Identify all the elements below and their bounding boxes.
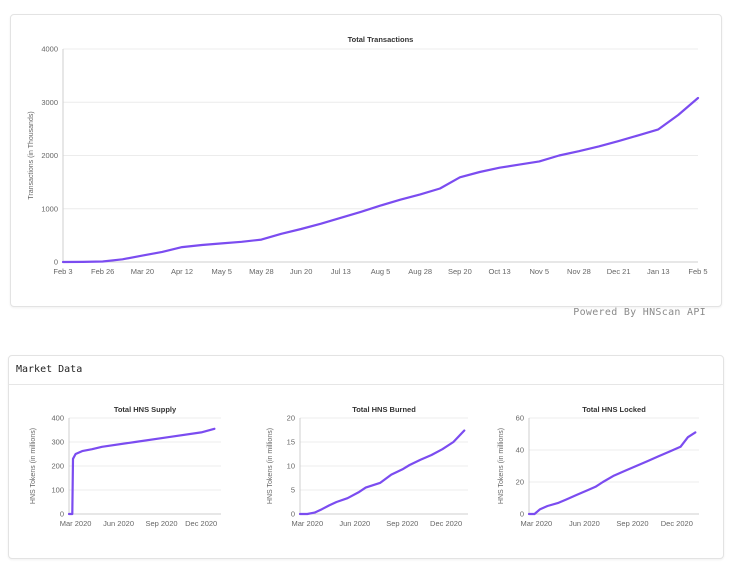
x-tick-label: Oct 13 [489, 267, 511, 276]
y-tick-label: 0 [520, 510, 524, 519]
total-hns-supply-chart: Total HNS Supply 0 100 200 300 400 HNS Tokens … [30, 405, 221, 528]
y-tick-label: 10 [287, 462, 295, 471]
y-tick-label: 3000 [41, 98, 58, 107]
chart-title: Total HNS Locked [582, 405, 646, 414]
x-tick-label: May 28 [249, 267, 274, 276]
y-tick-label: 40 [516, 446, 524, 455]
x-tick-label: Mar 2020 [521, 519, 553, 528]
total-transactions-chart: Total Transactions 0 1000 2000 3000 4000 Trans… [28, 35, 708, 276]
y-tick-label: 0 [291, 510, 295, 519]
x-tick-label: Feb 26 [91, 267, 114, 276]
chart-title: Total HNS Supply [114, 405, 177, 414]
y-tick-label: 1000 [41, 204, 58, 213]
y-tick-label: 2000 [41, 151, 58, 160]
y-tick-label: 200 [51, 462, 64, 471]
total-hns-locked-chart: Total HNS Locked 0 20 40 60 HNS Tokens (in mi… [498, 405, 699, 528]
y-tick-label: 20 [287, 414, 295, 423]
total-hns-burned-chart: Total HNS Burned 0 5 10 15 20 HNS Tokens (in m… [267, 405, 468, 528]
x-tick-label: Mar 2020 [291, 519, 323, 528]
y-tick-label: 400 [51, 414, 64, 423]
x-tick-label: Dec 21 [607, 267, 631, 276]
x-tick-label: Feb 3 [53, 267, 72, 276]
data-line [67, 427, 216, 516]
y-axis-label: HNS Tokens (in millions) [267, 428, 274, 504]
x-tick-label: Sep 20 [448, 267, 472, 276]
x-tick-label: May 5 [212, 267, 232, 276]
x-tick-label: Nov 5 [529, 267, 549, 276]
x-tick-label: Mar 2020 [60, 519, 92, 528]
market-data-title: Market Data [16, 364, 83, 375]
y-axis-label: Transactions (in Thousands) [28, 111, 35, 199]
y-tick-label: 15 [287, 438, 295, 447]
total-transactions-card: Total Transactions 0 1000 2000 3000 4000 Trans… [10, 14, 722, 307]
y-tick-label: 4000 [41, 45, 58, 54]
y-tick-label: 300 [51, 438, 64, 447]
chart-title: Total Transactions [348, 35, 414, 44]
y-axis-label: HNS Tokens (in millions) [498, 428, 505, 504]
market-data-card: Market Data Total HNS Supply 0 100 200 300 40… [8, 355, 724, 559]
y-tick-label: 100 [51, 486, 64, 495]
y-tick-label: 20 [516, 478, 524, 487]
x-tick-label: Nov 28 [567, 267, 591, 276]
x-tick-label: Dec 2020 [661, 519, 693, 528]
x-tick-label: Jun 20 [290, 267, 313, 276]
x-tick-label: Dec 2020 [430, 519, 462, 528]
x-tick-label: Dec 2020 [185, 519, 217, 528]
x-tick-label: Aug 28 [408, 267, 432, 276]
chart-title: Total HNS Burned [352, 405, 416, 414]
section-divider [9, 384, 723, 385]
y-tick-label: 60 [516, 414, 524, 423]
x-tick-label: Feb 5 [688, 267, 707, 276]
x-tick-label: Apr 12 [171, 267, 193, 276]
x-tick-label: Mar 20 [131, 267, 154, 276]
data-line [527, 431, 697, 516]
x-tick-label: Jan 13 [647, 267, 670, 276]
x-tick-label: Aug 5 [371, 267, 391, 276]
data-line [61, 96, 700, 264]
y-tick-label: 0 [60, 510, 64, 519]
x-tick-label: Sep 2020 [616, 519, 648, 528]
x-tick-label: Jun 2020 [339, 519, 370, 528]
x-tick-label: Jul 13 [331, 267, 351, 276]
y-tick-label: 5 [291, 486, 295, 495]
x-tick-label: Jun 2020 [569, 519, 600, 528]
y-tick-label: 0 [54, 258, 58, 267]
y-axis-label: HNS Tokens (in millions) [30, 428, 37, 504]
x-tick-label: Jun 2020 [103, 519, 134, 528]
data-line [298, 429, 466, 516]
x-tick-label: Sep 2020 [386, 519, 418, 528]
x-tick-label: Sep 2020 [145, 519, 177, 528]
powered-by-label[interactable]: Powered By HNScan API [573, 307, 706, 318]
